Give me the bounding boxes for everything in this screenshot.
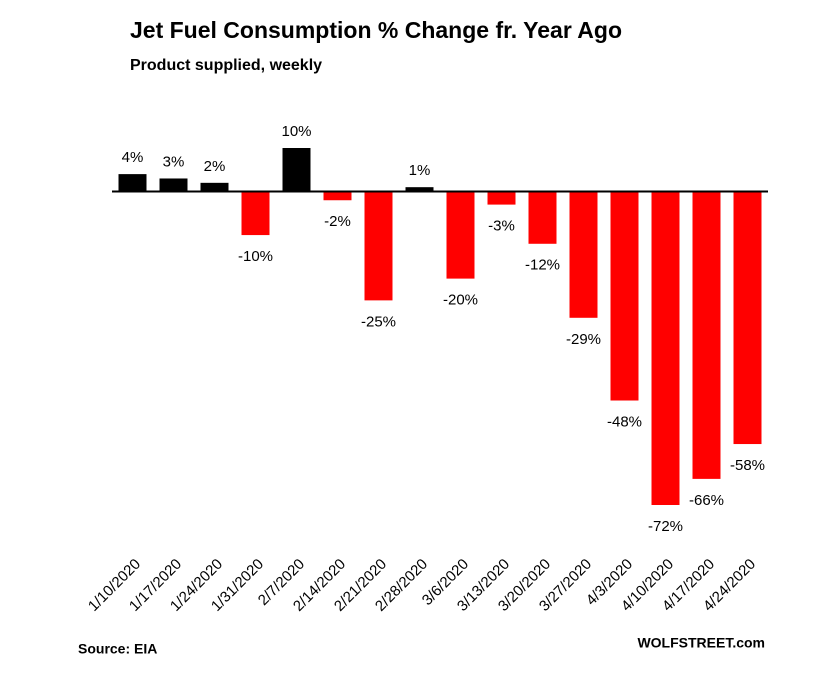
data-label: -10% — [238, 248, 273, 265]
chart-subtitle: Product supplied, weekly — [130, 57, 322, 74]
data-label: -25% — [361, 313, 396, 330]
data-label: -72% — [648, 518, 683, 535]
bar — [651, 191, 680, 505]
bar — [159, 178, 188, 192]
bar — [405, 187, 434, 192]
bar — [282, 148, 311, 192]
data-label: 4% — [122, 149, 144, 166]
data-label: -20% — [443, 292, 478, 309]
data-label: -3% — [488, 218, 515, 235]
bar — [692, 191, 721, 479]
bar — [446, 191, 475, 279]
data-label: 1% — [409, 162, 431, 179]
bar — [118, 174, 147, 192]
data-label: 10% — [281, 123, 311, 140]
bar — [569, 191, 598, 318]
data-label: -48% — [607, 413, 642, 430]
source: Source: EIA — [78, 641, 157, 657]
bar — [610, 191, 639, 401]
bar — [487, 191, 516, 205]
data-label: -2% — [324, 213, 351, 230]
data-label: 3% — [163, 153, 185, 170]
bar — [200, 182, 229, 192]
data-label: 2% — [204, 158, 226, 175]
data-label: -12% — [525, 257, 560, 274]
bar — [323, 191, 352, 201]
data-label: -29% — [566, 331, 601, 348]
data-label: -66% — [689, 492, 724, 509]
credit: WOLFSTREET.com — [637, 635, 765, 651]
bar — [364, 191, 393, 301]
bar — [528, 191, 557, 244]
chart-title: Jet Fuel Consumption % Change fr. Year A… — [130, 17, 622, 43]
data-label: -58% — [730, 457, 765, 474]
bar — [733, 191, 762, 445]
bar — [241, 191, 270, 236]
